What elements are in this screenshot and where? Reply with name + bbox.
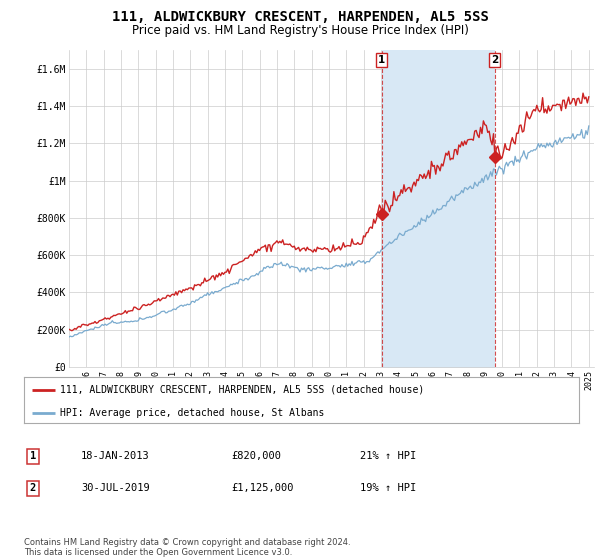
Text: 2: 2 [30,483,36,493]
Text: Price paid vs. HM Land Registry's House Price Index (HPI): Price paid vs. HM Land Registry's House … [131,24,469,36]
Text: 19% ↑ HPI: 19% ↑ HPI [360,483,416,493]
Text: 1: 1 [30,451,36,461]
Text: HPI: Average price, detached house, St Albans: HPI: Average price, detached house, St A… [60,408,325,418]
Text: 111, ALDWICKBURY CRESCENT, HARPENDEN, AL5 5SS: 111, ALDWICKBURY CRESCENT, HARPENDEN, AL… [112,10,488,24]
Text: £820,000: £820,000 [231,451,281,461]
Text: 21% ↑ HPI: 21% ↑ HPI [360,451,416,461]
Text: 1: 1 [378,55,385,65]
Text: 30-JUL-2019: 30-JUL-2019 [81,483,150,493]
Text: £1,125,000: £1,125,000 [231,483,293,493]
Text: 18-JAN-2013: 18-JAN-2013 [81,451,150,461]
Text: Contains HM Land Registry data © Crown copyright and database right 2024.
This d: Contains HM Land Registry data © Crown c… [24,538,350,557]
Text: 2: 2 [491,55,499,65]
Text: 111, ALDWICKBURY CRESCENT, HARPENDEN, AL5 5SS (detached house): 111, ALDWICKBURY CRESCENT, HARPENDEN, AL… [60,385,424,395]
